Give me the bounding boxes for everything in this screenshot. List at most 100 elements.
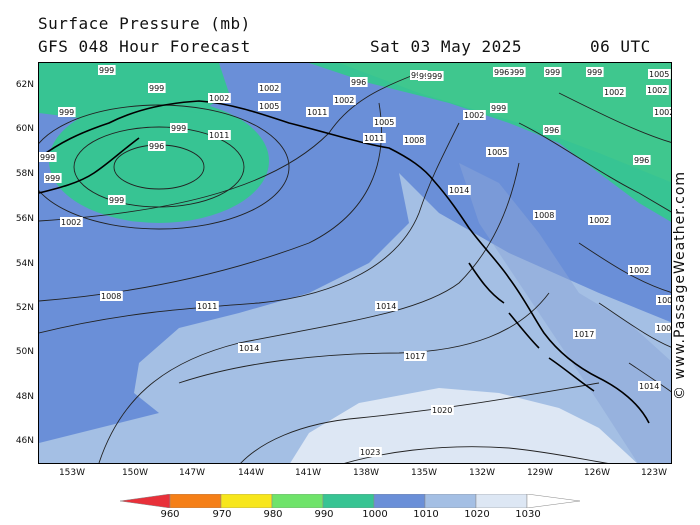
svg-text:1002: 1002 xyxy=(657,296,672,305)
svg-text:999: 999 xyxy=(149,84,164,93)
svg-text:996: 996 xyxy=(149,142,164,151)
svg-text:999: 999 xyxy=(45,174,60,183)
isobar-label: 999 xyxy=(490,103,508,113)
svg-text:1014: 1014 xyxy=(639,382,659,391)
isobar-label: 1011 xyxy=(208,130,231,140)
legend-swatch-1 xyxy=(169,494,222,508)
isobar-label: 1002 xyxy=(646,85,669,95)
lat-label-56n: 56N xyxy=(15,214,34,224)
pressure-map: 9999999999999999999999999999999999999999… xyxy=(38,62,672,464)
pressure-zone-low-center xyxy=(49,99,269,223)
svg-text:1002: 1002 xyxy=(654,108,672,117)
svg-text:1002: 1002 xyxy=(647,86,667,95)
svg-text:999: 999 xyxy=(171,124,186,133)
isobar-label: 996 xyxy=(148,141,166,151)
legend-swatch-4 xyxy=(322,494,375,508)
svg-text:1014: 1014 xyxy=(449,186,469,195)
isobar-label: 1002 xyxy=(463,110,486,120)
site-credit: © www.PassageWeather.com xyxy=(672,170,688,400)
lon-label-147w: 147W xyxy=(178,468,206,478)
svg-text:999: 999 xyxy=(40,153,55,162)
svg-text:1011: 1011 xyxy=(307,108,327,117)
svg-text:1008: 1008 xyxy=(656,324,672,333)
svg-text:1008: 1008 xyxy=(404,136,424,145)
isobar-label: 1017 xyxy=(404,351,427,361)
isobar-label: 999 xyxy=(508,67,526,77)
lon-label-126w: 126W xyxy=(583,468,611,478)
svg-text:999: 999 xyxy=(509,68,524,77)
svg-text:996: 996 xyxy=(494,68,509,77)
svg-text:996: 996 xyxy=(351,78,366,87)
land-area-yukon xyxy=(339,63,671,183)
color-legend xyxy=(120,494,580,508)
isobar-label: 1002 xyxy=(653,107,672,117)
legend-label-980: 980 xyxy=(263,509,283,520)
isobar-label: 1008 xyxy=(100,291,123,301)
lat-label-46n: 46N xyxy=(15,436,34,446)
svg-text:1011: 1011 xyxy=(364,134,384,143)
svg-text:1002: 1002 xyxy=(259,84,279,93)
svg-text:1020: 1020 xyxy=(432,406,452,415)
lon-label-150w: 150W xyxy=(121,468,149,478)
isobar-label: 1008 xyxy=(533,210,556,220)
svg-text:996: 996 xyxy=(544,126,559,135)
legend-label-1000: 1000 xyxy=(362,509,388,520)
isobar-label: 1008 xyxy=(403,135,426,145)
lon-label-144w: 144W xyxy=(237,468,265,478)
lon-label-135w: 135W xyxy=(410,468,438,478)
isobar-label: 999 xyxy=(44,173,62,183)
svg-text:1008: 1008 xyxy=(534,211,554,220)
isobar-label: 996 xyxy=(543,125,561,135)
svg-text:996: 996 xyxy=(634,156,649,165)
lat-label-48n: 48N xyxy=(15,392,34,402)
svg-text:1005: 1005 xyxy=(259,102,279,111)
isobar-label: 1002 xyxy=(333,95,356,105)
isobar-label: 1011 xyxy=(196,301,219,311)
svg-text:999: 999 xyxy=(59,108,74,117)
isobar-label: 996 xyxy=(350,77,368,87)
svg-text:1011: 1011 xyxy=(209,131,229,140)
isobar-label: 1002 xyxy=(656,295,672,305)
isobar-label: 999 xyxy=(426,71,444,81)
legend-label-960: 960 xyxy=(160,509,180,520)
lat-label-52n: 52N xyxy=(15,303,34,313)
svg-text:1002: 1002 xyxy=(589,216,609,225)
svg-text:1008: 1008 xyxy=(101,292,121,301)
lat-label-62n: 62N xyxy=(15,80,34,90)
isobar-label: 1014 xyxy=(638,381,661,391)
isobar-label: 999 xyxy=(108,195,126,205)
svg-text:1002: 1002 xyxy=(464,111,484,120)
isobar-label: 1002 xyxy=(208,93,231,103)
isobar-label: 1002 xyxy=(60,217,83,227)
svg-text:1005: 1005 xyxy=(487,148,507,157)
isobar-label: 1014 xyxy=(375,301,398,311)
lat-label-50n: 50N xyxy=(15,347,34,357)
svg-text:999: 999 xyxy=(109,196,124,205)
svg-text:1002: 1002 xyxy=(629,266,649,275)
legend-swatch-5 xyxy=(373,494,426,508)
legend-label-1030: 1030 xyxy=(515,509,541,520)
isobar-label: 996 xyxy=(493,67,511,77)
legend-label-970: 970 xyxy=(212,509,232,520)
forecast-date: Sat 03 May 2025 xyxy=(370,37,522,56)
isobar-label: 1005 xyxy=(373,117,396,127)
legend-swatch-tip-high xyxy=(526,494,580,508)
coastline-alaska xyxy=(39,100,650,424)
svg-text:1002: 1002 xyxy=(604,88,624,97)
isobar-label: 999 xyxy=(58,107,76,117)
isobar-label: 1005 xyxy=(258,101,281,111)
coastline-islands xyxy=(468,262,595,392)
map-title: Surface Pressure (mb) xyxy=(38,14,251,33)
isobar-label: 1020 xyxy=(431,405,454,415)
svg-text:1005: 1005 xyxy=(649,70,669,79)
lon-label-129w: 129W xyxy=(526,468,554,478)
isobar-label: 1005 xyxy=(648,69,671,79)
svg-text:999: 999 xyxy=(545,68,560,77)
legend-label-1010: 1010 xyxy=(413,509,439,520)
lat-label-54n: 54N xyxy=(15,259,34,269)
svg-text:999: 999 xyxy=(427,72,442,81)
legend-swatch-3 xyxy=(271,494,324,508)
svg-text:1014: 1014 xyxy=(376,302,396,311)
svg-text:1002: 1002 xyxy=(61,218,81,227)
svg-text:999: 999 xyxy=(99,66,114,75)
